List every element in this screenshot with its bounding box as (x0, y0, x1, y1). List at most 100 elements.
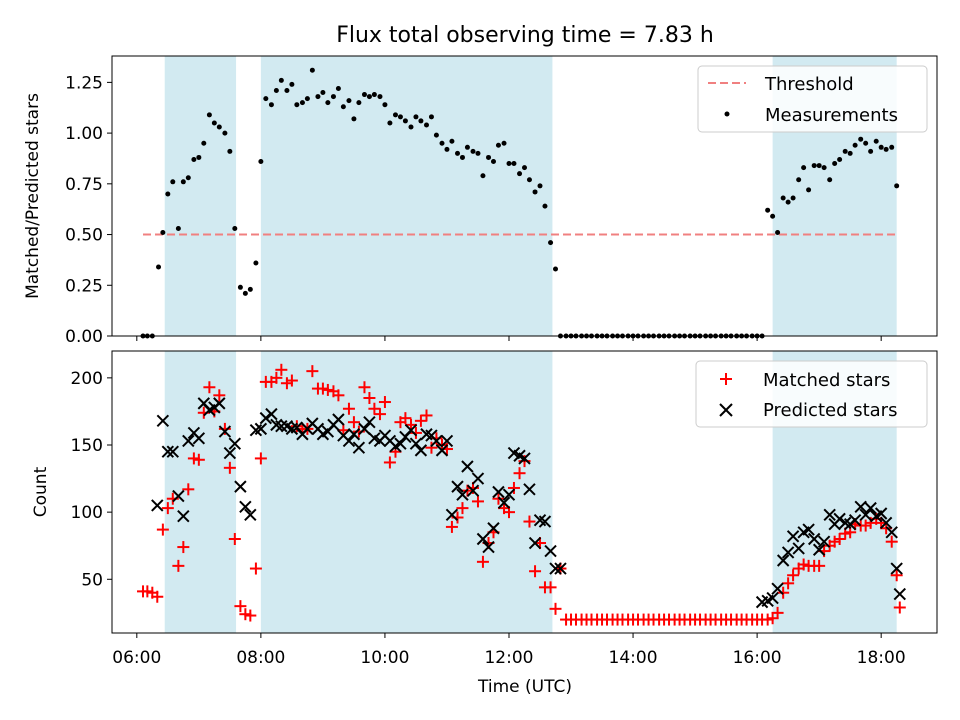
measurement-point (340, 104, 346, 110)
measurement-point (191, 156, 197, 162)
measurement-point (361, 92, 367, 98)
predicted-point (259, 411, 273, 425)
count-panel-frame (111, 350, 938, 634)
predicted-point (776, 554, 790, 567)
matched-point (177, 541, 190, 554)
measurement-point (852, 142, 858, 148)
predicted-point (430, 434, 443, 448)
predicted-point (554, 562, 567, 575)
measurement-point (242, 290, 248, 296)
predicted-point (497, 496, 511, 509)
matched-point (156, 523, 169, 536)
x-tick-label: 08:00 (236, 648, 285, 668)
predicted-point (802, 523, 815, 536)
matched-point (420, 409, 433, 422)
ratio-legend: Threshold Measurements (697, 65, 928, 133)
measurement-point (263, 96, 269, 102)
matched-point (306, 365, 319, 378)
legend-predicted-swatch (719, 403, 733, 417)
predicted-point (538, 515, 552, 528)
predicted-points (151, 397, 906, 609)
predicted-point (275, 419, 288, 433)
matched-point (213, 389, 226, 402)
observing-window-shade (164, 56, 237, 336)
measurement-point (863, 140, 869, 146)
predicted-point (228, 437, 242, 450)
measurement-point (185, 175, 191, 181)
legend-measurements-swatch (724, 111, 730, 117)
measurement-point (330, 94, 336, 100)
matched-point (332, 389, 345, 402)
predicted-point (254, 422, 268, 436)
measurement-point (873, 138, 879, 144)
measurement-point (785, 199, 791, 205)
predicted-point (466, 484, 480, 497)
measurement-point (247, 286, 253, 292)
measurement-point (801, 165, 807, 171)
measurement-point (459, 154, 465, 160)
matched-point (414, 414, 427, 427)
matched-point (549, 602, 562, 615)
predicted-point (766, 591, 779, 605)
measurement-point (433, 132, 439, 138)
x-axis-label: Time (UTC) (477, 677, 572, 697)
ratio-y-tick-label: 0.00 (65, 327, 103, 347)
predicted-point (807, 532, 821, 546)
matched-point (321, 383, 334, 396)
matched-point (270, 371, 283, 384)
measurement-point (444, 146, 450, 152)
measurement-point (765, 207, 771, 213)
measurement-point (418, 118, 424, 124)
measurement-point (532, 189, 538, 195)
measurement-point (883, 146, 889, 152)
legend-measurements-label: Measurements (765, 105, 898, 126)
count-legend: Matched stars Predicted stars (695, 360, 928, 428)
measurement-point (232, 225, 238, 231)
measurement-point (180, 179, 186, 185)
measurement-point (464, 144, 470, 150)
measurement-point (837, 156, 843, 162)
matched-point (203, 381, 216, 394)
ratio-panel-frame (111, 55, 938, 337)
measurement-point (868, 148, 874, 154)
ratio-panel: 0.00 0.25 0.50 0.75 1.00 1.25 Matched/Predict… (23, 55, 938, 347)
matched-point (275, 363, 288, 376)
x-tick-label: 12:00 (484, 648, 533, 668)
observing-window-shade (260, 351, 553, 633)
predicted-point (456, 488, 469, 501)
predicted-point (177, 509, 190, 523)
measurement-point (780, 195, 786, 201)
matched-point (285, 374, 298, 387)
measurement-point (253, 260, 259, 266)
measurement-point (413, 114, 419, 120)
matched-point (890, 569, 903, 582)
measurement-point (156, 264, 162, 270)
measurement-point (490, 159, 496, 165)
predicted-point (151, 499, 164, 512)
matched-point (363, 392, 376, 404)
ratio-y-tick-label: 1.25 (65, 73, 103, 93)
measurement-point (196, 154, 202, 160)
matched-point (161, 502, 174, 515)
predicted-point (848, 513, 862, 527)
measurement-point (858, 136, 864, 142)
predicted-point (347, 428, 361, 441)
predicted-point (833, 512, 846, 526)
predicted-point (440, 434, 454, 448)
legend-matched-swatch (720, 373, 732, 385)
predicted-point (487, 522, 500, 535)
measurement-point (526, 177, 532, 183)
legend-matched-label: Matched stars (763, 370, 890, 391)
matched-point (244, 609, 257, 622)
predicted-point (864, 501, 877, 515)
matched-point (456, 502, 469, 515)
predicted-point (172, 489, 185, 503)
matched-point (358, 381, 371, 394)
matched-point (399, 412, 412, 425)
measurement-point (832, 161, 838, 167)
measurement-point (165, 191, 171, 197)
matched-point (234, 600, 247, 613)
measurement-point (428, 114, 434, 120)
legend-predicted-label: Predicted stars (763, 400, 897, 421)
